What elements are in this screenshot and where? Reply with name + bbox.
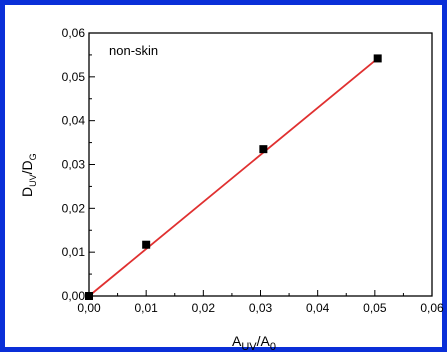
y-tick-label: 0,03 [62,158,86,172]
data-points-layer [85,54,382,300]
y-tick-label: 0,05 [62,70,86,84]
plot-area [88,32,433,297]
x-axis-title: AUV/A0 [232,333,276,352]
y-tick-label: 0,04 [62,114,86,128]
x-tick-label: 0,05 [363,301,387,315]
x-tick-label: 0,01 [134,301,158,315]
axis-ticks: 0,00 0,01 0,02 0,03 0,04 0,05 0,06 0,00 0,01 0,02… [62,26,444,315]
x-tick-label: 0,02 [192,301,216,315]
data-point [85,292,93,300]
data-point [142,240,151,249]
y-axis-title: DUV/DG [19,153,38,197]
y-tick-label: 0,00 [62,289,86,303]
y-tick-label: 0,02 [62,201,86,215]
x-tick-label: 0,00 [77,301,101,315]
data-point [373,54,382,63]
data-point [259,145,268,154]
y-tick-label: 0,01 [62,245,86,259]
fit-line [88,57,379,297]
x-tick-label: 0,06 [420,301,444,315]
x-tick-label: 0,03 [249,301,273,315]
y-tick-label: 0,06 [62,26,86,40]
annotation-label: non-skin [109,43,158,58]
x-tick-label: 0,04 [306,301,330,315]
fit-line-layer [88,57,379,297]
